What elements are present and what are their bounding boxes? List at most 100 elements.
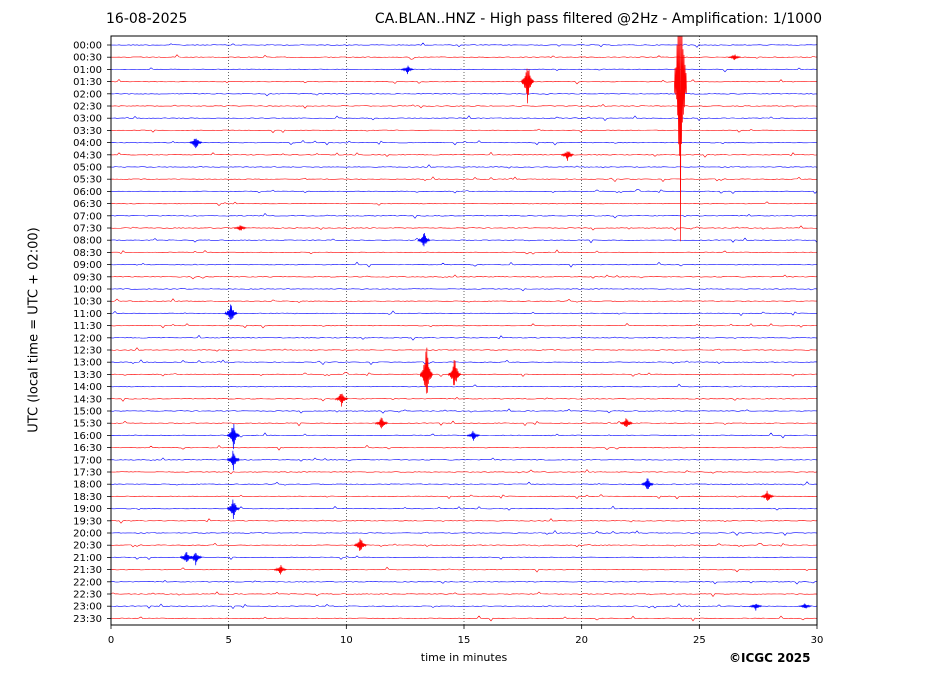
trace-1800 <box>110 481 818 486</box>
event-2130-7.2 <box>274 564 287 575</box>
event-1900-5.2 <box>227 499 240 520</box>
y-tick-label: 06:00 <box>73 187 102 198</box>
event-1330-13.4 <box>420 347 433 394</box>
trace-1930 <box>110 518 818 524</box>
trace-1300 <box>110 359 818 366</box>
trace-1700 <box>110 457 818 462</box>
y-tick-label: 07:00 <box>73 211 102 222</box>
y-tick-label: 16:30 <box>73 443 102 454</box>
y-axis-label: UTC (local time = UTC + 02:00) <box>26 227 42 433</box>
y-tick-label: 01:30 <box>73 77 102 88</box>
trace-2300 <box>110 603 818 610</box>
trace-2000 <box>110 530 818 536</box>
chart-title: CA.BLAN..HNZ - High pass filtered @2Hz -… <box>374 11 822 27</box>
trace-0430 <box>110 151 818 158</box>
x-axis-label: time in minutes <box>420 651 508 664</box>
trace-1500 <box>110 408 818 414</box>
y-tick-label: 19:30 <box>73 516 102 527</box>
trace-1400 <box>110 383 818 388</box>
event-1700-5.2 <box>227 450 240 471</box>
y-tick-label: 16:00 <box>73 431 102 442</box>
trace-0000 <box>110 42 818 48</box>
event-1530-21.9 <box>620 418 633 428</box>
trace-1530 <box>110 420 818 427</box>
y-tick-label: 09:30 <box>73 272 102 283</box>
trace-1230 <box>110 347 818 352</box>
trace-0800 <box>110 237 818 244</box>
y-tick-label: 23:00 <box>73 602 102 613</box>
y-tick-label: 04:00 <box>73 138 102 149</box>
event-1830-27.9 <box>761 490 774 501</box>
y-tick-label: 12:00 <box>73 333 102 344</box>
trace-1830 <box>110 494 818 500</box>
x-tick-label: 30 <box>811 635 824 646</box>
y-tick-label: 17:00 <box>73 455 102 466</box>
y-tick-label: 15:30 <box>73 419 102 430</box>
y-tick-label: 13:30 <box>73 370 102 381</box>
y-tick-label: 20:30 <box>73 541 102 552</box>
trace-2100 <box>110 555 818 560</box>
y-tick-label: 14:30 <box>73 394 102 405</box>
trace-0400 <box>110 139 818 146</box>
trace-1730 <box>110 469 818 475</box>
trace-1630 <box>110 444 818 451</box>
event-0130-17.7 <box>521 68 534 104</box>
y-tick-label: 04:30 <box>73 150 102 161</box>
y-tick-label: 02:00 <box>73 89 102 100</box>
y-tick-label: 06:30 <box>73 199 102 210</box>
event-0800-13.3 <box>417 232 431 247</box>
y-tick-label: 05:00 <box>73 163 102 174</box>
y-tick-label: 08:30 <box>73 248 102 259</box>
trace-0300 <box>110 115 818 122</box>
trace-1130 <box>110 323 818 329</box>
y-tick-label: 21:30 <box>73 565 102 576</box>
y-tick-label: 20:00 <box>73 529 102 540</box>
y-tick-label: 01:00 <box>73 65 102 76</box>
event-1430-9.8 <box>335 393 348 407</box>
trace-1430 <box>110 396 818 402</box>
event-2300-27.4 <box>749 603 763 611</box>
trace-0830 <box>110 249 818 255</box>
trace-0930 <box>110 274 818 280</box>
y-tick-label: 14:00 <box>73 382 102 393</box>
trace-0530 <box>110 176 818 183</box>
trace-0230 <box>110 103 818 109</box>
vertical-grid <box>228 36 700 625</box>
event-2030-10.6 <box>354 538 367 551</box>
event-0130-24.2 <box>674 35 687 242</box>
event-2300-29.5 <box>798 603 812 609</box>
y-tick-label: 21:00 <box>73 553 102 564</box>
y-tick-label: 13:00 <box>73 358 102 369</box>
x-axis-ticks: 0 5 10 15 20 25 30 <box>108 625 824 646</box>
y-tick-label: 22:00 <box>73 577 102 588</box>
y-tick-label: 00:00 <box>73 41 102 52</box>
trace-1900 <box>110 505 818 511</box>
y-tick-label: 11:30 <box>73 321 102 332</box>
x-tick-label: 20 <box>575 635 588 646</box>
y-tick-label: 10:00 <box>73 285 102 296</box>
trace-0200 <box>110 93 818 97</box>
y-tick-label: 03:00 <box>73 114 102 125</box>
y-tick-label: 03:30 <box>73 126 102 137</box>
trace-0030 <box>110 54 818 60</box>
trace-1000 <box>110 288 818 292</box>
event-1600-15.4 <box>467 430 480 441</box>
copyright-label: ©ICGC 2025 <box>729 651 811 665</box>
trace-1030 <box>110 298 818 303</box>
trace-0600 <box>110 189 818 194</box>
trace-0100 <box>110 67 818 73</box>
trace-0130 <box>110 78 818 85</box>
event-0430-19.4 <box>561 151 574 161</box>
y-tick-label: 11:00 <box>73 309 102 320</box>
y-tick-label: 00:30 <box>73 53 102 64</box>
trace-1330 <box>110 372 818 377</box>
x-tick-label: 10 <box>340 635 353 646</box>
event-1530-11.5 <box>375 417 388 429</box>
y-tick-label: 17:30 <box>73 468 102 479</box>
trace-0700 <box>110 212 818 219</box>
y-tick-label: 12:30 <box>73 346 102 357</box>
trace-0630 <box>110 201 818 206</box>
x-tick-label: 0 <box>108 635 114 646</box>
